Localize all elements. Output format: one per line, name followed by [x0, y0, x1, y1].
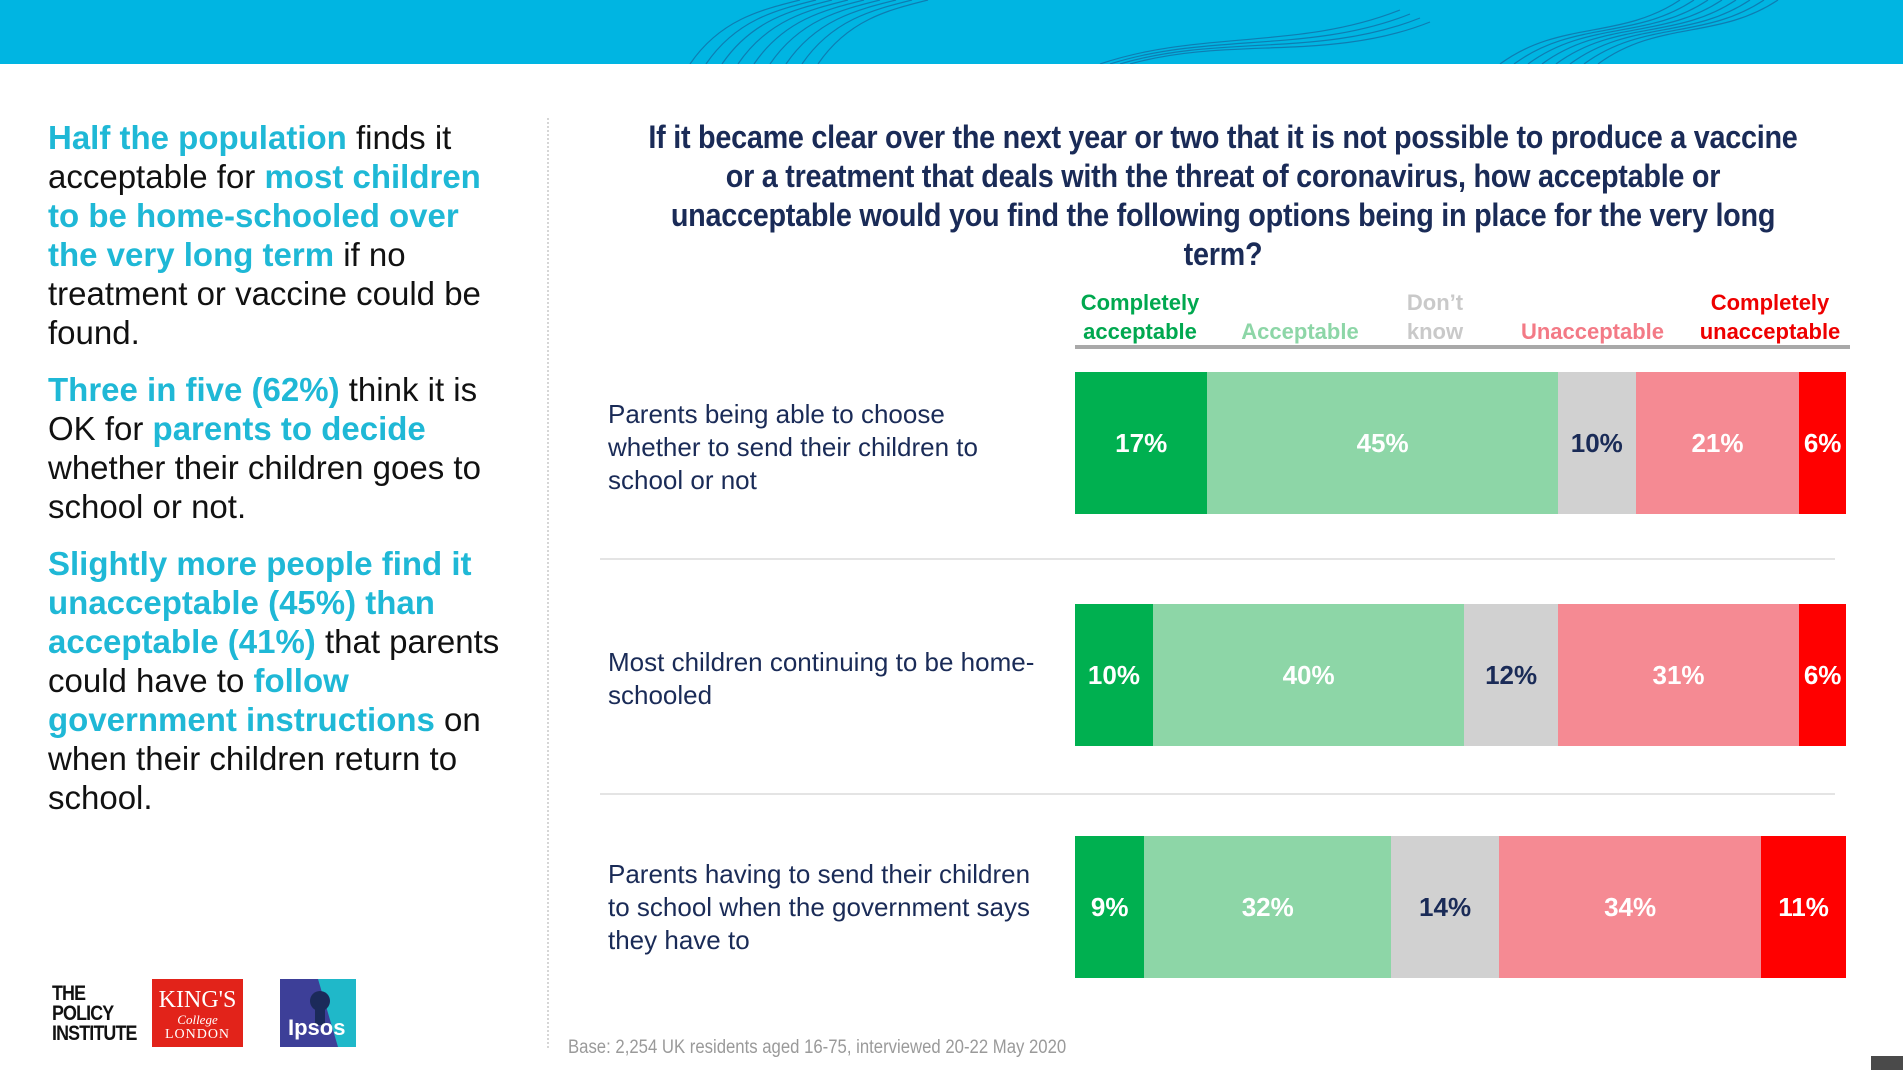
bar-segment: 6% [1799, 372, 1846, 514]
legend-label-line: Completely [1710, 290, 1830, 315]
legend-label-line: Don’t [1406, 290, 1464, 315]
summary-paragraph-2: Three in five (62%) think it is OK for p… [48, 370, 508, 526]
row-separator [600, 793, 1835, 795]
summary-p3-run-3: on when their children return to school. [48, 701, 481, 816]
summary-p3-run-1: that parents could have to [48, 623, 500, 699]
legend-item-2: Don’t know [1395, 286, 1475, 346]
data-label: 31% [1652, 659, 1705, 690]
data-label: 10% [1087, 659, 1140, 690]
data-label: 45% [1356, 427, 1409, 458]
policy-logo-line-1: THE [52, 982, 86, 1005]
bar-segment: 12% [1464, 604, 1558, 746]
summary-panel: Half the population finds it acceptable … [48, 118, 508, 835]
bar-segment: 14% [1391, 836, 1500, 978]
data-label: 6% [1803, 427, 1842, 458]
bar-segment: 34% [1499, 836, 1762, 978]
legend-label-line: unacceptable [1699, 319, 1841, 344]
legend-label-line: know [1406, 319, 1464, 344]
base-note: Base: 2,254 UK residents aged 16-75, int… [568, 1037, 1067, 1058]
kings-logo-line-3: LONDON [164, 1027, 231, 1042]
category-label: Most children continuing to be home-scho… [608, 647, 1035, 710]
bar-segment: 40% [1152, 604, 1465, 746]
wave-pattern [689, 0, 1779, 64]
bar-segment: 11% [1761, 836, 1846, 978]
chart-title: If it became clear over the next year or… [648, 119, 1798, 272]
legend-rule [1075, 345, 1850, 349]
bar-segment: 9% [1075, 836, 1145, 978]
bar-segment: 10% [1557, 372, 1636, 514]
policy-logo-line-2: POLICY [52, 1002, 114, 1025]
summary-paragraph-3: Slightly more people find it unacceptabl… [48, 544, 508, 817]
data-label: 32% [1241, 891, 1294, 922]
bar-segment: 45% [1207, 372, 1558, 514]
stacked-bar: 10% 40% 12% 31% 6% [1075, 604, 1846, 746]
kings-logo-line-1: KING'S [158, 987, 237, 1013]
legend-item-3: Unacceptable [1510, 286, 1675, 346]
data-label: 40% [1282, 659, 1335, 690]
kings-college-logo: KING'S College LONDON [152, 979, 243, 1047]
summary-p2-run-0: Three in five (62%) [48, 371, 340, 408]
summary-p3-run-0: Slightly more people find it unacceptabl… [48, 545, 472, 660]
corner-mark [1871, 1056, 1903, 1070]
bar-segment: 10% [1075, 604, 1153, 746]
bar-segment: 6% [1799, 604, 1846, 746]
data-label: 6% [1803, 659, 1842, 690]
header-band [0, 0, 1903, 64]
summary-p1-run-0: Half the population [48, 119, 347, 156]
data-label: 14% [1419, 891, 1472, 922]
row-separator [600, 558, 1835, 560]
kings-logo-line-2: College [177, 1012, 218, 1027]
summary-p1-run-1: finds it acceptable for [48, 119, 452, 195]
data-label: 9% [1090, 891, 1129, 922]
category-label: Parents being able to choose whether to … [608, 399, 978, 495]
legend-label-line: Unacceptable [1520, 319, 1665, 344]
stacked-bar: 9% 32% 14% 34% 11% [1075, 836, 1846, 978]
ipsos-figure-icon [310, 979, 356, 1047]
legend-item-1: Acceptable [1225, 286, 1375, 346]
ipsos-logo-text: Ipsos [288, 1015, 346, 1040]
summary-p3-run-2: follow government instructions [48, 662, 435, 738]
data-label: 11% [1778, 891, 1829, 922]
data-label: 17% [1115, 427, 1168, 458]
summary-p1-run-3: if no treatment or vaccine could be foun… [48, 236, 481, 351]
summary-p1-run-2: most children to be home-schooled over t… [48, 158, 481, 273]
summary-p2-run-1: think it is OK for [48, 371, 478, 447]
policy-logo-line-3: INSTITUTE [52, 1022, 137, 1045]
ipsos-logo: Ipsos [280, 979, 356, 1047]
data-label: 12% [1485, 659, 1538, 690]
data-label: 21% [1691, 427, 1744, 458]
legend-item-4: Completely unacceptable [1685, 286, 1855, 346]
category-label: Parents having to send their children to… [608, 859, 1031, 955]
bar-segment: 17% [1075, 372, 1208, 514]
data-label: 10% [1570, 427, 1623, 458]
legend-label-line: Acceptable [1241, 319, 1359, 344]
panel-divider [547, 118, 549, 1048]
summary-p2-run-2: parents to decide [152, 410, 426, 447]
bar-segment: 32% [1144, 836, 1392, 978]
data-label: 34% [1604, 891, 1657, 922]
bar-segment: 21% [1635, 372, 1800, 514]
legend-label-line: acceptable [1083, 319, 1197, 344]
bar-segment: 31% [1557, 604, 1800, 746]
policy-institute-logo: THE POLICY INSTITUTE [52, 982, 137, 1045]
summary-p2-run-3: whether their children goes to school or… [48, 449, 481, 525]
legend-item-0: Completely acceptable [1075, 286, 1205, 346]
summary-paragraph-1: Half the population finds it acceptable … [48, 118, 508, 352]
legend-label-line: Completely [1080, 290, 1200, 315]
stacked-bar: 17% 45% 10% 21% 6% [1075, 372, 1846, 514]
